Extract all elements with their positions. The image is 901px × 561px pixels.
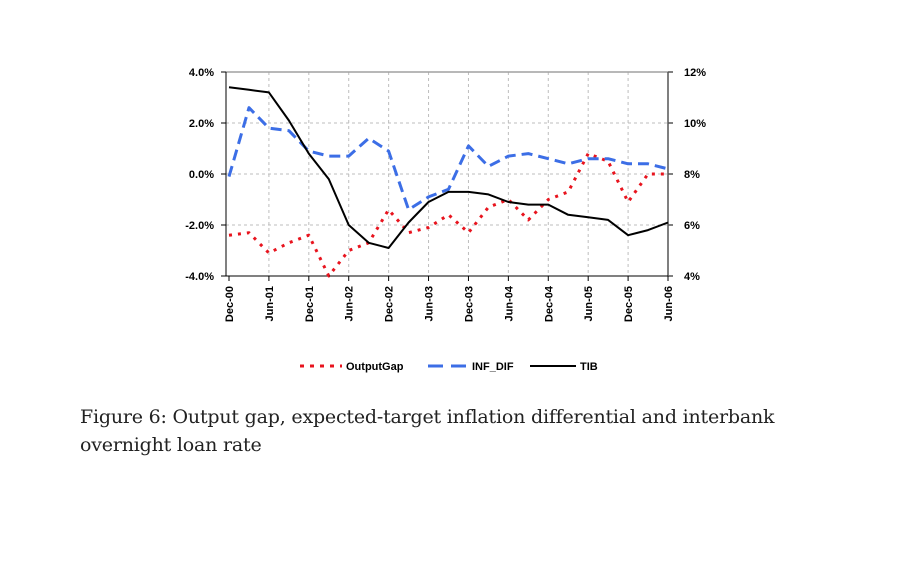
y-tick-label: -2.0% — [185, 220, 214, 232]
y-tick-label: -4.0% — [185, 271, 214, 283]
y2-tick-label: 12% — [684, 67, 706, 79]
x-tick-label: Jun-06 — [663, 286, 675, 321]
legend-label-inf-dif: INF_DIF — [472, 361, 514, 373]
y-tick-label: 2.0% — [189, 118, 214, 130]
y-tick-label: 0.0% — [189, 169, 214, 181]
legend: OutputGap INF_DIF TIB — [300, 361, 598, 373]
x-tick-label: Dec-01 — [304, 286, 316, 322]
tick-labels: 4.0% 2.0% 0.0% -2.0% -4.0% 12% 10% 8% 6% 4% Dec-00… — [185, 67, 706, 322]
figure-caption: Figure 6: Output gap, expected-target in… — [80, 406, 775, 456]
legend-label-outputgap: OutputGap — [346, 361, 404, 373]
x-tick-label: Jun-02 — [344, 286, 356, 321]
x-tick-label: Dec-00 — [224, 286, 236, 322]
x-tick-label: Dec-05 — [623, 286, 635, 322]
y2-tick-label: 6% — [684, 220, 700, 232]
x-tick-label: Jun-03 — [424, 286, 436, 321]
chart: 4.0% 2.0% 0.0% -2.0% -4.0% 12% 10% 8% 6% 4% Dec-00… — [185, 67, 706, 373]
x-tick-label: Jun-05 — [583, 286, 595, 321]
legend-label-tib: TIB — [580, 361, 598, 373]
gridlines — [226, 71, 668, 276]
axes — [221, 71, 673, 281]
y-tick-label: 4.0% — [189, 67, 214, 79]
x-tick-label: Dec-02 — [384, 286, 396, 322]
x-tick-label: Dec-03 — [463, 286, 475, 322]
x-tick-label: Jun-04 — [503, 285, 515, 321]
y2-tick-label: 8% — [684, 169, 700, 181]
y2-tick-label: 4% — [684, 271, 700, 283]
y2-tick-label: 10% — [684, 118, 706, 130]
x-tick-label: Dec-04 — [543, 285, 555, 322]
series — [227, 86, 669, 278]
x-tick-label: Jun-01 — [264, 286, 276, 321]
series-line-outputgap — [228, 152, 668, 278]
series-line-tib — [228, 86, 669, 249]
